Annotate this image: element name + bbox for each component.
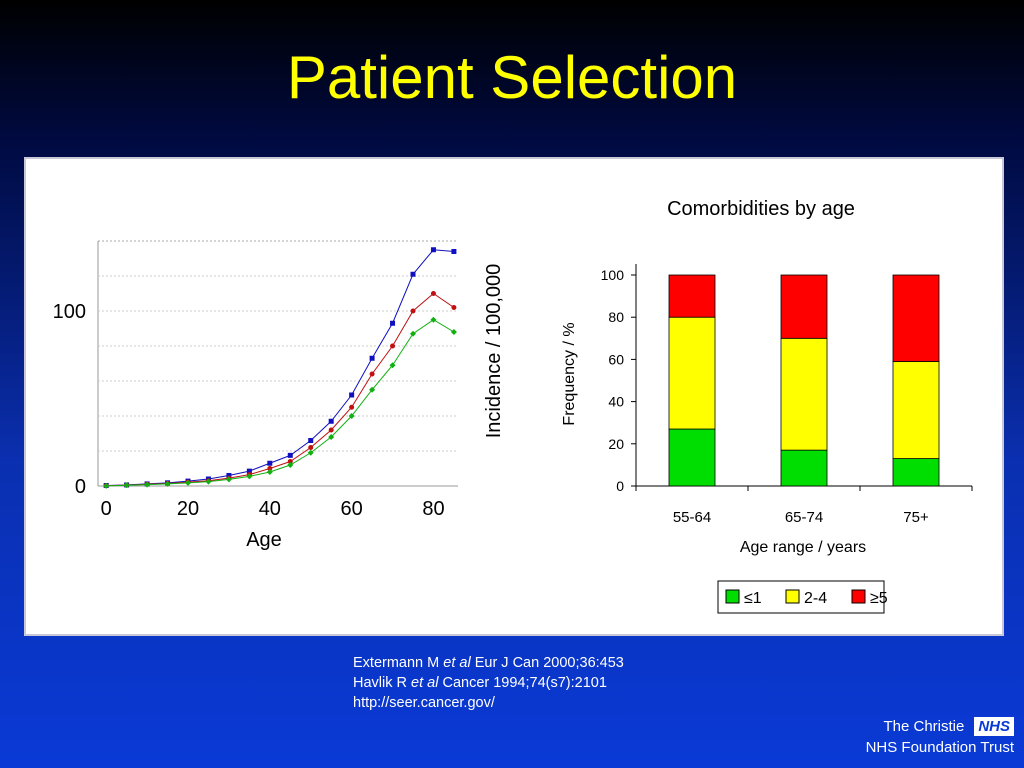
- line-chart-x-axis-label: Age: [246, 529, 282, 551]
- line-series-3-point: [369, 386, 376, 393]
- line-series-3-point: [144, 481, 151, 488]
- line-series-3-point: [205, 478, 212, 485]
- line-series-2-point: [267, 466, 273, 471]
- reference-2: Havlik R et al Cancer 1994;74(s7):2101: [353, 673, 624, 693]
- line-series-2-point: [328, 427, 334, 433]
- line-series-1-line: [106, 249, 454, 486]
- line-series-3-point: [246, 473, 253, 480]
- footer-branding: The Christie NHS NHS Foundation Trust: [866, 716, 1014, 758]
- legend-label-3: ≥5: [870, 590, 888, 607]
- line-series-2-point: [390, 343, 396, 349]
- line-series-3-point: [307, 449, 314, 456]
- line-series-2-point: [410, 308, 416, 314]
- bar-segment-65-74-3: [780, 274, 828, 339]
- line-series-1-point: [328, 418, 334, 424]
- line-chart-x-tick-label: 40: [259, 498, 281, 520]
- footer-trust-name: NHS Foundation Trust: [865, 739, 1014, 756]
- bar-chart-y-tick-label: 80: [608, 309, 624, 325]
- reference-2-source: Cancer 1994;74(s7):2101: [442, 675, 607, 691]
- bar-chart-x-axis-label: Age range / years: [740, 539, 866, 556]
- line-series-3-point: [164, 480, 171, 487]
- line-series-1-point: [451, 249, 457, 254]
- line-series-1-point: [287, 452, 293, 458]
- slide-title: Patient Selection: [286, 44, 738, 111]
- line-series-3-point: [287, 462, 294, 468]
- reference-3-link[interactable]: http://seer.cancer.gov/: [353, 695, 495, 711]
- line-series-2-point: [369, 371, 375, 377]
- references: Extermann M et al Eur J Can 2000;36:453 …: [353, 653, 624, 713]
- line-series-3-point: [430, 316, 437, 323]
- line-chart-y-tick-label: 0: [75, 476, 86, 498]
- bar-segment-65-74-1: [780, 449, 828, 487]
- line-series-1-point: [267, 460, 273, 466]
- line-chart-x-tick-label: 0: [101, 498, 112, 520]
- bar-segment-75+-1: [892, 458, 940, 487]
- legend-swatch-1: [725, 589, 740, 604]
- line-series-3-point: [348, 413, 355, 419]
- line-series-1-point: [308, 438, 314, 443]
- line-series-2-point: [308, 445, 314, 450]
- bar-segment-55-64-2: [668, 316, 716, 430]
- line-series-1-point: [226, 473, 232, 478]
- reference-1-author: Extermann M: [353, 655, 440, 671]
- line-series-1-point: [430, 247, 436, 253]
- reference-1-etal: et al: [443, 655, 471, 671]
- line-series-3-point: [185, 479, 191, 486]
- bar-segment-55-64-1: [668, 428, 716, 487]
- line-series-3-point: [103, 482, 110, 489]
- bar-segment-65-74-2: [780, 337, 828, 451]
- bar-chart-category-label: 75+: [903, 509, 929, 526]
- line-chart-y-tick-label: 100: [53, 301, 86, 323]
- bar-chart-y-tick-label: 20: [608, 436, 624, 452]
- bar-chart-title: Comorbidities by age: [667, 198, 855, 220]
- legend-label-2: 2-4: [804, 590, 827, 607]
- incidence-line-chart: 0 100 0 20 40 60 80 Age Incidence / 100,000: [53, 240, 505, 551]
- bar-segment-75+-3: [892, 274, 940, 362]
- line-chart-x-tick-label: 60: [341, 498, 363, 520]
- line-series-2-line: [106, 292, 455, 487]
- line-series-3-point: [266, 469, 273, 475]
- line-series-3-point: [450, 329, 457, 335]
- line-series-1-point: [246, 468, 252, 474]
- line-series-3-point: [410, 330, 416, 337]
- bar-chart-legend: ≤1 2-4 ≥5: [717, 580, 888, 614]
- bar-chart-y-tick-label: 40: [608, 394, 624, 410]
- bar-chart-category-label: 55-64: [673, 509, 711, 526]
- line-series-3-point: [389, 362, 396, 369]
- bar-chart-y-tick-label: 60: [608, 351, 624, 367]
- line-series-1-point: [349, 392, 355, 398]
- line-series-2-point: [430, 291, 436, 296]
- bar-segment-75+-2: [892, 361, 940, 459]
- footer-org-name: The Christie: [883, 718, 965, 735]
- line-series-3-point: [328, 434, 335, 440]
- legend-label-1: ≤1: [744, 590, 762, 607]
- line-series-1-point: [369, 355, 375, 361]
- chart-panel: 0 100 0 20 40 60 80 Age Incidence / 100,000 Co…: [24, 157, 1004, 636]
- line-series-2-point: [287, 459, 293, 464]
- line-series-2-point: [349, 404, 355, 410]
- bar-chart-y-tick-label: 0: [616, 478, 624, 494]
- reference-1: Extermann M et al Eur J Can 2000;36:453: [353, 653, 624, 673]
- reference-2-author: Havlik R: [353, 675, 407, 691]
- bar-chart-y-axis-label: Frequency / %: [561, 322, 578, 425]
- line-series-3-point: [225, 476, 232, 483]
- line-chart-x-tick-label: 20: [177, 498, 199, 520]
- comorbidities-bar-chart: Comorbidities by age 0 20 40 60 80 100 55-64 65…: [561, 198, 973, 614]
- line-series-1-point: [390, 320, 396, 326]
- chart-canvas: 0 100 0 20 40 60 80 Age Incidence / 100,000 Co…: [53, 198, 973, 614]
- bar-segment-55-64-3: [668, 274, 716, 318]
- reference-1-source: Eur J Can 2000;36:453: [474, 655, 624, 671]
- line-series-2-point: [451, 305, 457, 310]
- line-series-3-line: [106, 319, 455, 487]
- line-chart-y-axis-label: Incidence / 100,000: [483, 264, 505, 439]
- legend-swatch-2: [785, 589, 800, 604]
- bar-chart-y-tick-label: 100: [601, 267, 625, 283]
- bar-chart-category-label: 65-74: [785, 509, 823, 526]
- line-series-3-point: [123, 482, 130, 489]
- reference-2-etal: et al: [411, 675, 439, 691]
- nhs-logo: NHS: [974, 717, 1014, 736]
- line-series-1-point: [410, 271, 416, 277]
- legend-swatch-3: [851, 589, 866, 604]
- line-chart-x-tick-label: 80: [422, 498, 444, 520]
